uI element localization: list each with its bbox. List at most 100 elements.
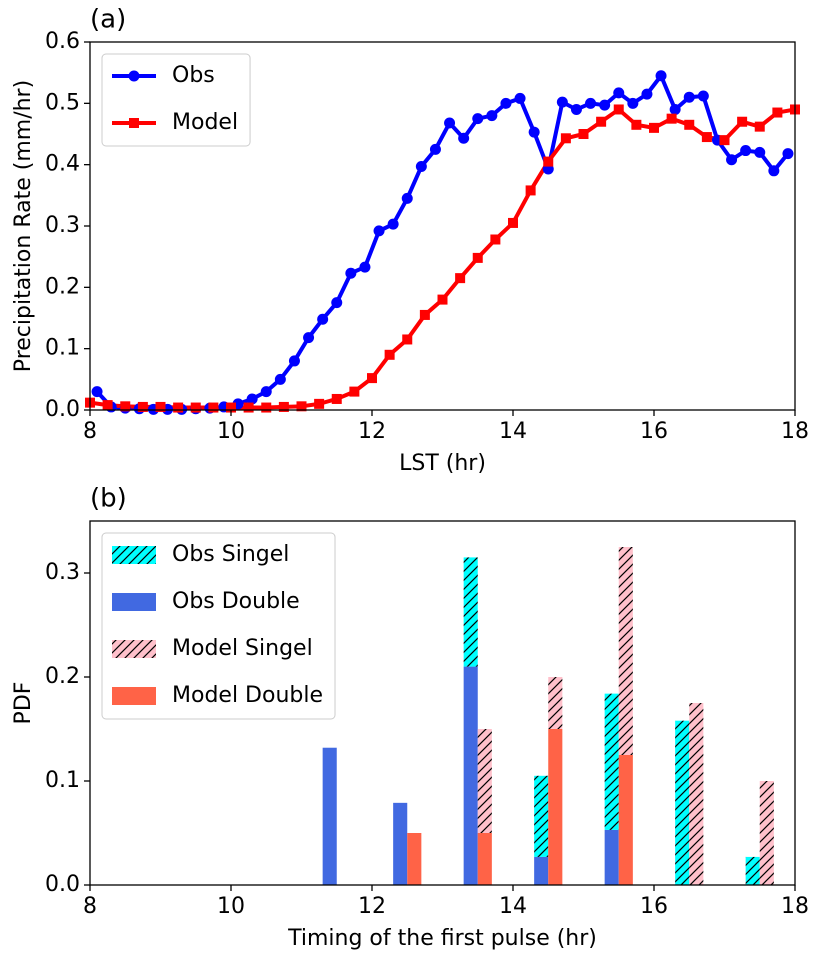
- marker: [641, 88, 653, 100]
- x-tick-label: 12: [358, 894, 386, 919]
- marker: [208, 402, 219, 413]
- marker: [627, 97, 639, 109]
- marker: [570, 103, 582, 115]
- marker: [472, 113, 484, 125]
- bar: [322, 747, 337, 885]
- x-axis-label: LST (hr): [399, 451, 486, 476]
- marker: [314, 398, 325, 409]
- marker: [331, 297, 343, 309]
- bar: [604, 693, 619, 830]
- marker: [596, 116, 607, 127]
- marker: [514, 92, 526, 104]
- bar: [477, 729, 492, 833]
- marker: [726, 154, 738, 166]
- legend-swatch: [112, 687, 156, 705]
- x-tick-label: 14: [499, 894, 527, 919]
- marker: [274, 373, 286, 385]
- y-tick-label: 0.0: [45, 872, 80, 897]
- bar: [745, 856, 760, 885]
- marker: [666, 113, 677, 124]
- marker: [288, 355, 300, 367]
- legend-swatch: [112, 640, 156, 658]
- marker: [415, 161, 427, 173]
- x-axis-label: Timing of the first pulse (hr): [287, 926, 597, 951]
- marker: [349, 386, 360, 397]
- x-tick-label: 12: [358, 419, 386, 444]
- marker: [782, 148, 794, 160]
- legend-label: Obs Singel: [172, 542, 289, 567]
- bar: [759, 781, 774, 885]
- marker: [226, 402, 236, 413]
- legend-marker: [129, 118, 139, 128]
- bar: [548, 677, 563, 729]
- marker: [429, 143, 441, 155]
- panel-title: (b): [90, 484, 127, 514]
- marker: [243, 402, 254, 413]
- x-tick-label: 18: [781, 419, 809, 444]
- marker: [613, 104, 624, 115]
- marker: [701, 132, 712, 143]
- marker: [486, 110, 498, 122]
- marker: [359, 261, 371, 273]
- marker: [331, 393, 342, 404]
- plot-area: [322, 547, 774, 885]
- marker: [560, 133, 571, 144]
- bar: [534, 775, 549, 857]
- bar: [618, 547, 633, 755]
- marker: [508, 217, 518, 228]
- bar: [604, 829, 619, 885]
- bar: [548, 729, 563, 885]
- marker: [599, 99, 611, 111]
- marker: [649, 122, 659, 133]
- bar: [689, 703, 704, 885]
- marker: [437, 294, 448, 305]
- marker: [102, 400, 113, 411]
- marker: [401, 192, 413, 204]
- marker: [525, 185, 536, 196]
- marker: [669, 103, 681, 115]
- legend-label: Model: [172, 110, 238, 135]
- marker: [684, 119, 695, 130]
- marker: [631, 119, 642, 130]
- legend: Obs Model: [101, 53, 251, 147]
- marker: [120, 401, 131, 412]
- marker: [655, 70, 667, 82]
- marker: [260, 386, 272, 398]
- y-tick-label: 0.3: [45, 213, 80, 238]
- legend-swatch: [112, 546, 156, 564]
- marker: [419, 309, 430, 320]
- marker: [458, 132, 470, 144]
- x-tick-label: 16: [640, 419, 668, 444]
- y-axis-label: Precipitation Rate (mm/hr): [11, 80, 36, 372]
- bar: [618, 755, 633, 885]
- marker: [772, 107, 783, 118]
- legend: Obs Singel Obs Double Model Singel Model Do…: [101, 532, 336, 720]
- marker: [317, 313, 329, 325]
- x-tick-label: 10: [217, 419, 245, 444]
- x-tick-label: 8: [83, 419, 97, 444]
- marker: [556, 96, 568, 108]
- marker: [455, 273, 466, 284]
- marker: [303, 332, 315, 344]
- legend-label: Obs Double: [172, 589, 300, 614]
- marker: [387, 218, 399, 230]
- marker: [91, 386, 103, 398]
- y-tick-label: 0.2: [45, 664, 80, 689]
- marker: [768, 165, 780, 177]
- y-tick-label: 0.5: [45, 90, 80, 115]
- marker: [578, 129, 589, 139]
- y-tick-label: 0.4: [45, 152, 80, 177]
- y-tick-label: 0.1: [45, 768, 80, 793]
- marker: [345, 267, 357, 279]
- bar: [477, 833, 492, 885]
- marker: [261, 402, 272, 413]
- marker: [373, 225, 385, 237]
- marker: [296, 401, 307, 412]
- marker: [585, 97, 597, 109]
- marker: [543, 156, 554, 167]
- marker: [697, 90, 709, 102]
- axes-frame: [89, 520, 796, 886]
- x-tick-label: 18: [781, 894, 809, 919]
- marker: [683, 91, 695, 103]
